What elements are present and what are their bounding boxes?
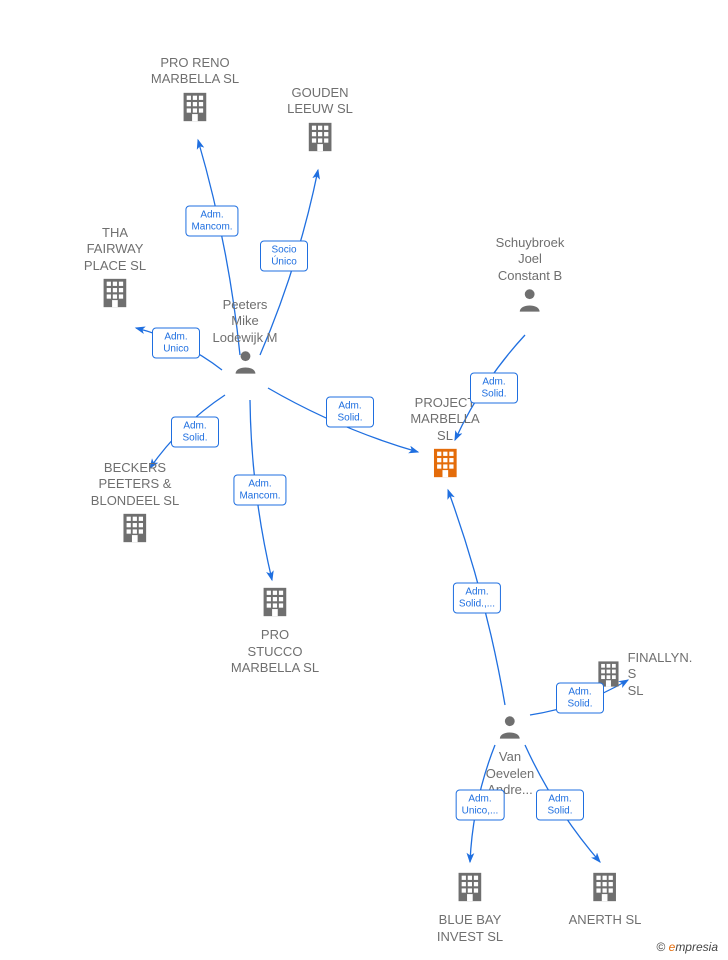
person-icon bbox=[496, 713, 524, 741]
edge-label: Adm. Unico bbox=[152, 328, 200, 359]
edge-label: Socio Único bbox=[260, 241, 308, 272]
brand-rest: mpresia bbox=[675, 940, 718, 954]
building-icon bbox=[453, 870, 487, 904]
building-icon bbox=[178, 90, 212, 124]
edge-label: Adm. Solid. bbox=[171, 417, 219, 448]
company-node-tha_fairway[interactable]: THA FAIRWAY PLACE SL bbox=[84, 225, 146, 314]
copyright-symbol: © bbox=[656, 940, 665, 954]
company-node-pro_stucco[interactable]: PRO STUCCO MARBELLA SL bbox=[231, 585, 319, 676]
node-label: ANERTH SL bbox=[569, 912, 642, 928]
building-icon bbox=[98, 276, 132, 310]
node-label: Peeters Mike Lodewijk M bbox=[212, 297, 277, 346]
node-label: Schuybroek Joel Constant B bbox=[496, 235, 565, 284]
company-node-beckers[interactable]: BECKERS PEETERS & BLONDEEL SL bbox=[91, 460, 179, 549]
node-label: FINALLYN. S SL bbox=[628, 650, 697, 699]
edge-label: Adm. Solid. bbox=[470, 373, 518, 404]
person-node-schuybroek[interactable]: Schuybroek Joel Constant B bbox=[496, 235, 565, 318]
company-node-pro_reno[interactable]: PRO RENO MARBELLA SL bbox=[151, 55, 239, 128]
network-diagram: PRO RENO MARBELLA SL GOUDEN LEEUW SL THA… bbox=[0, 0, 728, 960]
building-icon bbox=[118, 511, 152, 545]
edge-label: Adm. Mancom. bbox=[233, 475, 286, 506]
person-icon bbox=[231, 348, 259, 376]
copyright: © empresia bbox=[656, 940, 718, 954]
edge-label: Adm. Mancom. bbox=[185, 206, 238, 237]
edge-label: Adm. Solid. bbox=[536, 790, 584, 821]
company-node-project_marbella[interactable]: PROJECT MARBELLA SL bbox=[410, 395, 479, 484]
building-icon bbox=[258, 585, 292, 619]
node-label: BLUE BAY INVEST SL bbox=[437, 912, 503, 945]
node-label: PRO RENO MARBELLA SL bbox=[151, 55, 239, 88]
building-icon bbox=[428, 446, 462, 480]
node-label: BECKERS PEETERS & BLONDEEL SL bbox=[91, 460, 179, 509]
person-icon bbox=[516, 286, 544, 314]
building-icon bbox=[303, 120, 337, 154]
company-node-anerth[interactable]: ANERTH SL bbox=[569, 870, 642, 929]
company-node-gouden[interactable]: GOUDEN LEEUW SL bbox=[287, 85, 353, 158]
edge-label: Adm. Unico,... bbox=[456, 790, 505, 821]
edge-label: Adm. Solid.,... bbox=[453, 583, 501, 614]
edge-label: Adm. Solid. bbox=[326, 397, 374, 428]
edge-label: Adm. Solid. bbox=[556, 683, 604, 714]
person-node-peeters[interactable]: Peeters Mike Lodewijk M bbox=[212, 297, 277, 380]
building-icon bbox=[588, 870, 622, 904]
node-label: PRO STUCCO MARBELLA SL bbox=[231, 627, 319, 676]
node-label: GOUDEN LEEUW SL bbox=[287, 85, 353, 118]
company-node-blue_bay[interactable]: BLUE BAY INVEST SL bbox=[437, 870, 503, 945]
node-label: PROJECT MARBELLA SL bbox=[410, 395, 479, 444]
person-node-van_oevelen[interactable]: Van Oevelen Andre... bbox=[486, 713, 534, 798]
node-label: THA FAIRWAY PLACE SL bbox=[84, 225, 146, 274]
company-node-finallyn[interactable]: FINALLYN. S SL bbox=[593, 650, 696, 699]
